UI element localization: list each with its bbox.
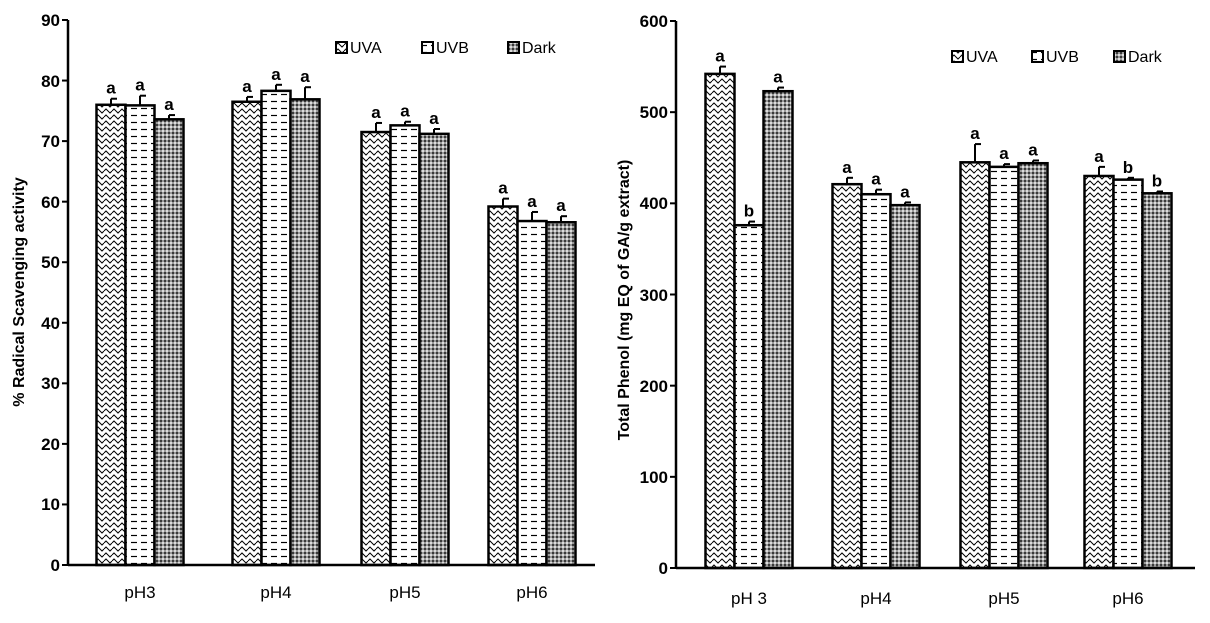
- bar-uvb-ph4: [860, 192, 892, 570]
- significance-label: a: [556, 196, 566, 215]
- legend: UVA UVB Dark: [335, 40, 557, 57]
- significance-label: a: [527, 192, 537, 211]
- significance-label: a: [242, 77, 252, 96]
- significance-label: a: [970, 124, 980, 143]
- y-tick-label: 100: [640, 468, 668, 487]
- significance-label: a: [773, 68, 783, 87]
- y-tick-label: 40: [41, 314, 60, 333]
- y-tick-label: 0: [659, 559, 668, 578]
- y-tick-label: 400: [640, 194, 668, 213]
- y-tick-label: 500: [640, 103, 668, 122]
- y-tick-label: 50: [41, 253, 60, 272]
- legend-swatch-uvb: [421, 41, 434, 54]
- y-tick-labels: 0 10 20 30 40 50 60 70 80 90: [41, 11, 60, 575]
- significance-label: a: [300, 67, 310, 86]
- x-category-label: pH4: [260, 583, 291, 602]
- x-category-label: pH6: [516, 583, 547, 602]
- bar-uva-ph4: [831, 182, 863, 570]
- bar-uvb-ph3: [733, 223, 765, 570]
- bar-uva-ph5: [959, 161, 991, 570]
- bar-uva-ph6: [1083, 174, 1115, 570]
- x-category-label: pH5: [389, 583, 420, 602]
- legend: UVA UVB Dark: [951, 49, 1163, 66]
- y-tick-label: 0: [51, 556, 60, 575]
- y-axis-label: % Radical Scavenging activity: [11, 177, 28, 407]
- bar-uvb-ph3: [124, 104, 156, 567]
- bar-uvb-ph6: [1112, 178, 1144, 570]
- y-tick-label: 200: [640, 377, 668, 396]
- significance-label: a: [900, 182, 910, 201]
- x-category-label: pH3: [124, 583, 155, 602]
- legend-swatch-uva: [335, 41, 348, 54]
- y-tick-label: 30: [41, 374, 60, 393]
- significance-label: a: [271, 65, 281, 84]
- bar-uva-ph3: [704, 72, 736, 570]
- bar-uvb-ph5: [389, 124, 421, 567]
- x-category-labels: pH 3 pH4 pH5 pH6: [731, 589, 1144, 608]
- bar-uva-ph3: [95, 103, 127, 567]
- bar-uvb-ph4: [260, 89, 292, 567]
- legend-swatch-dark: [1113, 50, 1126, 63]
- bar-uvb-ph5: [988, 165, 1020, 570]
- bar-dark-ph3: [153, 118, 185, 567]
- x-category-labels: pH3 pH4 pH5 pH6: [124, 583, 547, 602]
- significance-label: a: [1094, 147, 1104, 166]
- y-tick-labels: 0 100 200 300 400 500 600: [640, 12, 668, 578]
- bar-dark-ph4: [889, 203, 921, 570]
- bar-dark-ph6: [545, 221, 577, 567]
- significance-label: a: [164, 95, 174, 114]
- significance-label: a: [842, 158, 852, 177]
- bar-dark-ph6: [1141, 192, 1173, 570]
- significance-label: b: [744, 202, 754, 221]
- legend-label-uvb: UVB: [436, 40, 469, 57]
- legend-label-uva: UVA: [966, 49, 998, 66]
- x-category-label: pH 3: [731, 589, 767, 608]
- significance-label: b: [1152, 171, 1162, 190]
- legend-label-dark: Dark: [522, 40, 557, 57]
- legend-label-uva: UVA: [350, 40, 382, 57]
- significance-label: a: [498, 179, 508, 198]
- legend-label-dark: Dark: [1128, 49, 1163, 66]
- bar-uva-ph4: [231, 100, 263, 567]
- y-tick-label: 60: [41, 193, 60, 212]
- bar-uvb-ph6: [516, 219, 548, 567]
- y-tick-label: 70: [41, 132, 60, 151]
- significance-label: a: [400, 102, 410, 121]
- legend-swatch-dark: [507, 41, 520, 54]
- radical-scavenging-chart: % Radical Scavenging activity 0 10 20 30…: [11, 11, 595, 602]
- significance-label: a: [429, 109, 439, 128]
- bar-uva-ph6: [487, 205, 519, 567]
- bar-dark-ph3: [762, 89, 794, 570]
- bar-dark-ph5: [418, 132, 450, 567]
- significance-label: a: [715, 47, 725, 66]
- legend-label-uvb: UVB: [1046, 49, 1079, 66]
- y-tick-label: 20: [41, 435, 60, 454]
- x-category-label: pH5: [988, 589, 1019, 608]
- y-tick-label: 90: [41, 11, 60, 30]
- x-category-label: pH6: [1112, 589, 1143, 608]
- y-tick-label: 80: [41, 72, 60, 91]
- significance-label: a: [871, 170, 881, 189]
- legend-swatch-uvb: [1031, 50, 1044, 63]
- significance-label: a: [106, 79, 116, 98]
- significance-label: a: [1028, 140, 1038, 159]
- significance-label: a: [999, 144, 1009, 163]
- y-tick-label: 300: [640, 286, 668, 305]
- bar-uva-ph5: [360, 130, 392, 567]
- legend-swatch-uva: [951, 50, 964, 63]
- bar-dark-ph5: [1017, 161, 1049, 570]
- significance-label: a: [135, 76, 145, 95]
- significance-label: b: [1123, 158, 1133, 177]
- significance-label: a: [371, 103, 381, 122]
- y-tick-label: 600: [640, 12, 668, 31]
- total-phenol-chart: Total Phenol (mg EQ of GA/g extract) 0 1…: [616, 12, 1195, 608]
- y-tick-label: 10: [41, 495, 60, 514]
- bar-dark-ph4: [289, 98, 321, 567]
- x-category-label: pH4: [860, 589, 891, 608]
- y-axis-label: Total Phenol (mg EQ of GA/g extract): [616, 160, 633, 441]
